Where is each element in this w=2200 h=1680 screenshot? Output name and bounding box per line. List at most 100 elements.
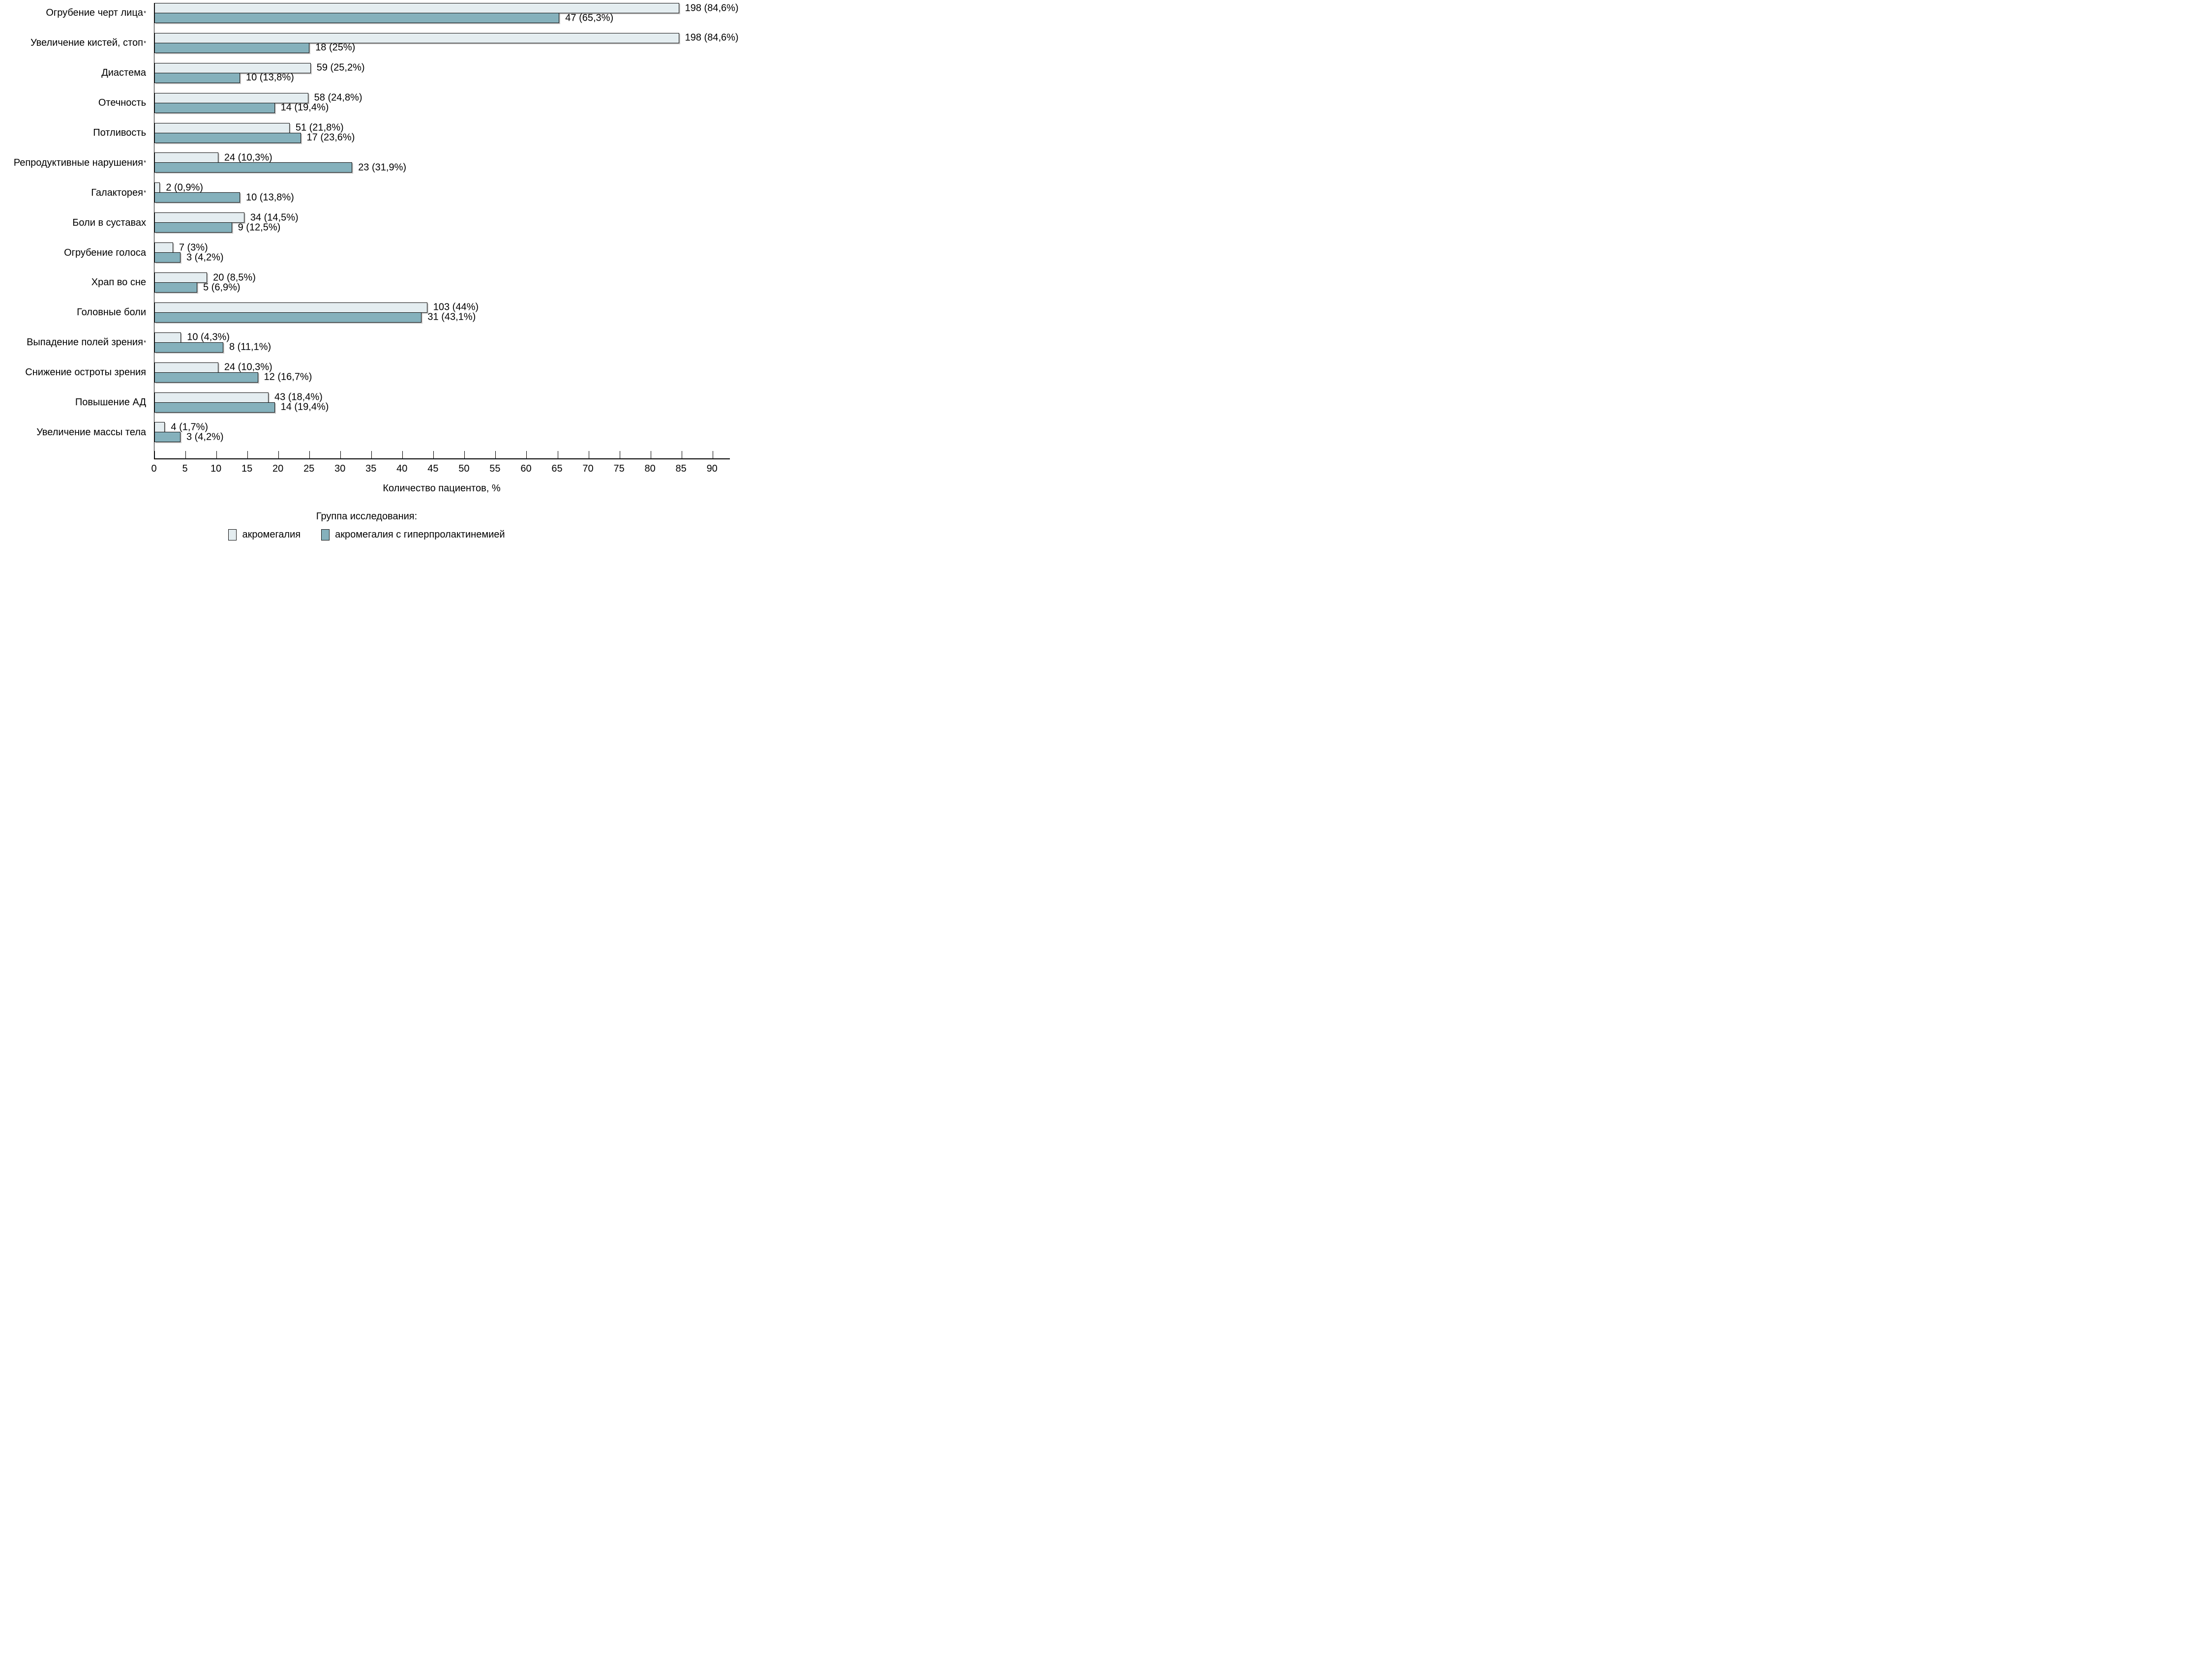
bar-value-label: 24 (10,3%) (224, 152, 272, 163)
bar-value-label: 10 (13,8%) (245, 192, 294, 203)
bar-value-label: 31 (43,1%) (427, 311, 476, 323)
category-label: Отечность (98, 97, 146, 109)
category-bar-group: 43 (18,4%) 14 (19,4%) (154, 392, 730, 422)
bar-value-label: 51 (21,8%) (295, 122, 344, 133)
axis-tick-label: 45 (427, 463, 439, 474)
bar-value-label: 10 (13,8%) (245, 72, 294, 83)
bar-acromegaly-hyperprolactinemia: 8 (11,1%) (154, 342, 271, 353)
bar-acromegaly: 24 (10,3%) (154, 152, 272, 163)
x-axis-title: Количество пациентов, % (383, 483, 501, 494)
bar-value-label: 198 (84,6%) (685, 32, 739, 43)
bar-acromegaly-hyperprolactinemia: 18 (25%) (154, 42, 355, 53)
axis-tick-mark (216, 451, 217, 458)
axis-tick-mark (402, 451, 403, 458)
category-label: Увеличение кистей, стоп * (30, 37, 146, 49)
bar-acromegaly: 58 (24,8%) (154, 92, 362, 103)
axis-tick-mark (185, 451, 186, 458)
bar-acromegaly-hyperprolactinemia: 9 (12,5%) (154, 222, 280, 233)
bar-value-label: 14 (19,4%) (280, 401, 329, 413)
bar-acromegaly-hyperprolactinemia: 5 (6,9%) (154, 282, 241, 293)
category-label: Повышение АД (75, 397, 146, 408)
bar-acromegaly-hyperprolactinemia: 12 (16,7%) (154, 372, 312, 383)
axis-tick-mark (526, 451, 527, 458)
category-bar-group: 58 (24,8%) 14 (19,4%) (154, 92, 730, 123)
axis-tick-label: 5 (182, 463, 188, 474)
category-bar-group: 24 (10,3%) 12 (16,7%) (154, 362, 730, 392)
axis-tick-label: 30 (334, 463, 346, 474)
category-bar-group: 4 (1,7%) 3 (4,2%) (154, 421, 730, 452)
category-bar-group: 59 (25,2%) 10 (13,8%) (154, 62, 730, 93)
bar-value-label: 4 (1,7%) (171, 421, 209, 433)
category-bar-group: 20 (8,5%) 5 (6,9%) (154, 272, 730, 302)
bar-value-label: 12 (16,7%) (264, 371, 312, 383)
bar-value-label: 198 (84,6%) (685, 2, 739, 13)
category-label: Боли в суставах (72, 217, 146, 228)
axis-tick-label: 90 (706, 463, 718, 474)
bar-acromegaly: 34 (14,5%) (154, 212, 299, 223)
bar-acromegaly-hyperprolactinemia: 23 (31,9%) (154, 162, 406, 173)
category-bar-group: 7 (3%) 3 (4,2%) (154, 242, 730, 272)
category-label: Галакторея * (91, 187, 146, 198)
legend-items: акромегалия акромегалия с гиперпролактин… (0, 529, 733, 540)
category-label: Выпадение полей зрения * (27, 337, 146, 348)
axis-tick-mark (433, 451, 434, 458)
bar-acromegaly-hyperprolactinemia: 47 (65,3%) (154, 12, 613, 23)
legend: Группа исследования: акромегалия акромег… (0, 511, 733, 540)
bar-acromegaly: 7 (3%) (154, 242, 208, 253)
axis-tick-label: 35 (365, 463, 377, 474)
bar-acromegaly: 198 (84,6%) (154, 32, 739, 43)
bar-value-label: 43 (18,4%) (274, 391, 323, 403)
axis-tick-mark (278, 451, 279, 458)
legend-item-acromegaly-hyperprolactinemia: акромегалия с гиперпролактинемией (321, 529, 505, 540)
axis-tick-label: 20 (272, 463, 284, 474)
axis-tick-label: 55 (489, 463, 501, 474)
bar-acromegaly: 103 (44%) (154, 302, 479, 313)
bar-acromegaly: 4 (1,7%) (154, 421, 208, 433)
bar-acromegaly-hyperprolactinemia: 10 (13,8%) (154, 192, 294, 203)
bar-acromegaly-hyperprolactinemia: 14 (19,4%) (154, 402, 329, 413)
bar-value-label: 10 (4,3%) (187, 331, 230, 343)
category-bar-group: 2 (0,9%) 10 (13,8%) (154, 182, 730, 212)
bar-value-label: 8 (11,1%) (229, 341, 271, 353)
bar-value-label: 34 (14,5%) (250, 212, 299, 223)
axis-tick-mark (340, 451, 341, 458)
legend-label-acromegaly-hyperprolactinemia: акромегалия с гиперпролактинемией (335, 529, 505, 540)
bar-value-label: 7 (3%) (179, 242, 208, 253)
bar-value-label: 5 (6,9%) (203, 282, 241, 293)
bar-acromegaly: 20 (8,5%) (154, 272, 256, 283)
category-labels-column: Огрубение черт лица * Увеличение кистей, с… (0, 3, 154, 452)
axis-tick-label: 65 (551, 463, 563, 474)
bar-value-label: 3 (4,2%) (186, 252, 224, 263)
bar-value-label: 9 (12,5%) (238, 222, 281, 233)
bar-value-label: 20 (8,5%) (213, 272, 256, 283)
bar-acromegaly-hyperprolactinemia: 3 (4,2%) (154, 431, 224, 443)
axis-tick-label: 15 (241, 463, 253, 474)
bar-acromegaly-hyperprolactinemia: 17 (23,6%) (154, 132, 355, 143)
category-label: Потливость (93, 127, 146, 138)
bar-value-label: 2 (0,9%) (166, 182, 203, 193)
bar-value-label: 58 (24,8%) (314, 92, 362, 103)
plot-area: 198 (84,6%) 47 (65,3%) 198 (84,6%) 18 (2… (154, 2, 739, 459)
bar-value-label: 17 (23,6%) (306, 132, 355, 143)
bar-acromegaly-hyperprolactinemia: 31 (43,1%) (154, 312, 476, 323)
axis-tick-label: 25 (303, 463, 315, 474)
legend-swatch-acromegaly-hyperprolactinemia (321, 529, 330, 540)
bar-value-label: 24 (10,3%) (224, 361, 272, 373)
category-label: Огрубение черт лица * (46, 7, 146, 19)
bar-acromegaly: 24 (10,3%) (154, 362, 272, 373)
legend-item-acromegaly: акромегалия (228, 529, 301, 540)
category-bar-group: 51 (21,8%) 17 (23,6%) (154, 122, 730, 153)
category-label: Храп во сне (91, 277, 146, 288)
chart-body: Огрубение черт лица * Увеличение кистей, с… (0, 2, 739, 494)
category-label: Увеличение массы тела (36, 426, 146, 438)
bar-value-label: 18 (25%) (315, 42, 356, 53)
category-bar-group: 198 (84,6%) 47 (65,3%) (154, 2, 739, 33)
bar-acromegaly: 10 (4,3%) (154, 332, 230, 343)
category-bar-group: 24 (10,3%) 23 (31,9%) (154, 152, 730, 182)
axis-tick-label: 70 (582, 463, 594, 474)
axis-tick-mark (154, 451, 155, 458)
bar-value-label: 3 (4,2%) (186, 431, 224, 443)
bar-acromegaly: 51 (21,8%) (154, 122, 344, 133)
axis-tick-label: 10 (210, 463, 222, 474)
legend-title: Группа исследования: (316, 511, 418, 522)
